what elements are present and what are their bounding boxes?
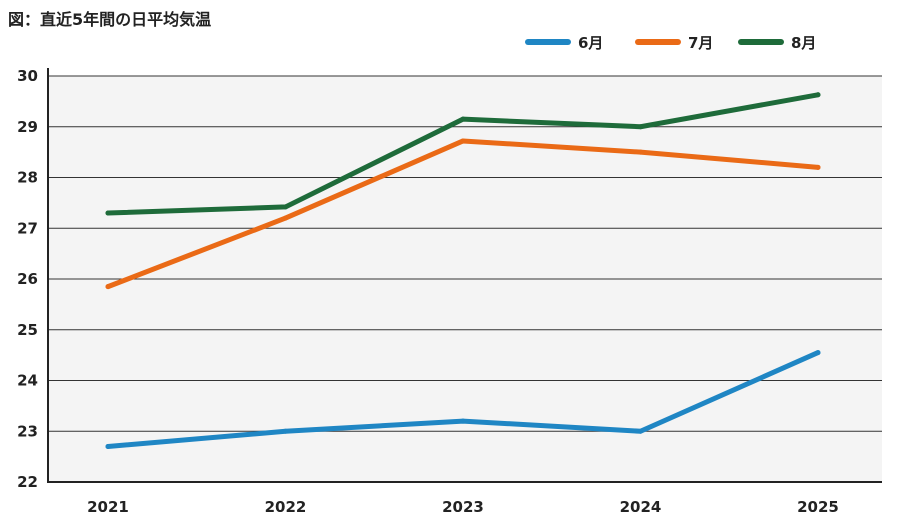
y-tick-22: 22 (17, 473, 38, 491)
data-point-s2-2024 (638, 149, 643, 155)
x-tick-2025: 2025 (797, 498, 839, 516)
y-tick-30: 30 (17, 67, 38, 85)
x-tick-2023: 2023 (442, 498, 484, 516)
x-tick-2021: 2021 (87, 498, 129, 516)
y-tick-28: 28 (17, 169, 38, 187)
legend-label-2: 7月 (688, 34, 713, 52)
chart-title: 図：直近5年間の日平均気温 (8, 10, 212, 29)
gridlines (48, 75, 882, 432)
x-tick-2024: 2024 (620, 498, 662, 516)
data-point-s3-2022 (283, 204, 288, 210)
data-point-s2-2021 (105, 284, 111, 290)
legend-label-3: 8月 (791, 34, 816, 52)
y-tick-26: 26 (17, 270, 38, 288)
data-point-s1-2023 (460, 418, 466, 424)
legend: 6月 7月 8月 (525, 34, 816, 52)
data-point-s2-2022 (283, 215, 288, 221)
y-tick-23: 23 (17, 422, 38, 440)
data-point-s3-2025 (815, 92, 821, 98)
data-point-s3-2024 (638, 124, 643, 130)
data-point-s1-2024 (638, 428, 643, 434)
data-point-s1-2025 (815, 350, 821, 356)
y-tick-29: 29 (17, 118, 38, 136)
data-point-s2-2023 (460, 138, 466, 144)
legend-label-1: 6月 (578, 34, 603, 52)
y-tick-labels: 22 23 24 25 26 27 28 29 30 (17, 67, 38, 491)
y-tick-27: 27 (17, 219, 38, 237)
data-point-s1-2022 (283, 428, 288, 434)
series-lines (105, 92, 821, 449)
axes (47, 68, 882, 483)
data-point-s3-2023 (460, 116, 466, 122)
data-point-s2-2025 (815, 164, 821, 170)
y-tick-25: 25 (17, 321, 38, 339)
y-tick-24: 24 (17, 372, 38, 390)
data-point-s1-2021 (105, 443, 111, 449)
data-point-s3-2021 (105, 210, 111, 216)
x-tick-labels: 2021 2022 2023 2024 2025 (87, 498, 839, 516)
x-tick-2022: 2022 (265, 498, 307, 516)
